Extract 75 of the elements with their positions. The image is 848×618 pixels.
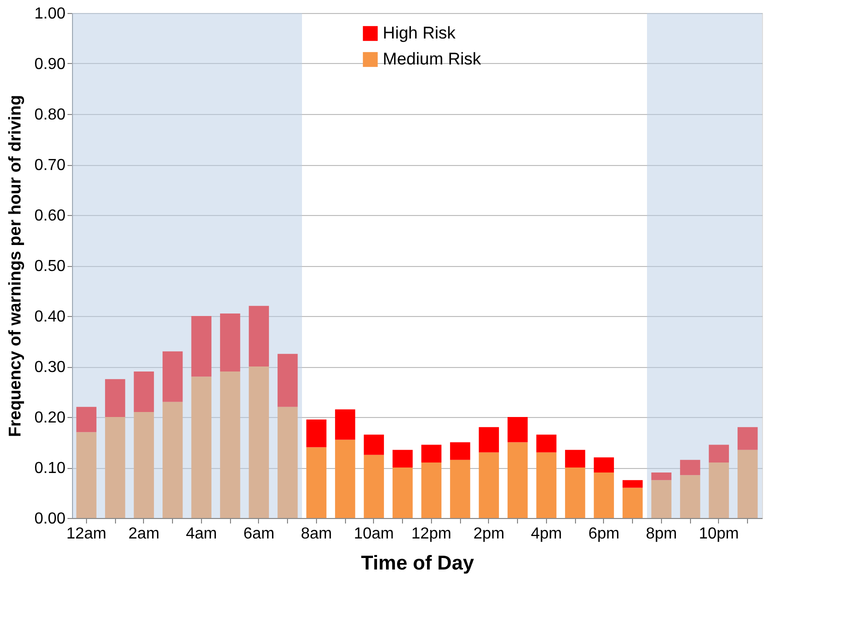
- x-tick-label: 6pm: [588, 526, 620, 542]
- bar: [708, 444, 729, 462]
- bar: [278, 354, 298, 407]
- x-tick-label: 6am: [243, 526, 274, 542]
- bar: [364, 454, 384, 518]
- bar: [565, 468, 586, 518]
- bar: [220, 372, 240, 518]
- bar: [105, 379, 126, 417]
- bar: [594, 457, 614, 473]
- bar: [248, 306, 269, 366]
- bar: [335, 440, 356, 518]
- legend-label: High Risk: [382, 24, 456, 42]
- x-tick-label: 12am: [66, 526, 106, 542]
- y-tick-label: 0.30: [34, 359, 66, 376]
- y-tick-label: 0.70: [34, 157, 66, 174]
- x-tick-label: 2pm: [473, 526, 504, 542]
- bar: [76, 432, 96, 518]
- x-tick-label: 8pm: [646, 526, 677, 542]
- bar: [421, 444, 442, 462]
- y-tick-label: 0.00: [34, 510, 66, 528]
- bar: [278, 406, 298, 518]
- bar: [622, 488, 643, 518]
- bar: [335, 409, 356, 440]
- bar: [392, 450, 413, 468]
- bar: [421, 462, 442, 518]
- bar: [191, 376, 212, 518]
- bar: [364, 434, 384, 455]
- y-tick-label: 0.20: [34, 410, 66, 426]
- bar: [738, 427, 758, 450]
- y-axis-title: Frequency of warnings per hour of driving: [5, 95, 24, 437]
- y-tick-label: 1.00: [34, 6, 66, 22]
- bar: [450, 442, 470, 460]
- bar: [220, 313, 240, 372]
- bar: [680, 460, 700, 476]
- bar: [536, 434, 556, 452]
- bar: [565, 450, 586, 468]
- bar: [248, 366, 269, 518]
- bar: [478, 427, 499, 452]
- bar: [594, 472, 614, 518]
- x-tick-label: 4am: [186, 526, 217, 542]
- bar: [162, 402, 183, 518]
- bar: [651, 480, 672, 518]
- bar: [134, 412, 154, 518]
- bar: [306, 420, 326, 448]
- bar: [536, 452, 556, 518]
- bar: [306, 447, 326, 518]
- legend-label: Medium Risk: [382, 50, 482, 68]
- y-tick-label: 0.90: [34, 56, 66, 73]
- y-tick-label: 0.80: [34, 106, 66, 124]
- bar: [622, 480, 643, 488]
- x-tick-label: 2am: [128, 526, 160, 542]
- bar: [191, 316, 212, 377]
- bar: [134, 372, 154, 412]
- x-axis-title: Time of Day: [361, 552, 475, 574]
- bar: [392, 468, 413, 518]
- y-tick-label: 0.60: [34, 208, 66, 224]
- bar: [738, 450, 758, 518]
- x-tick-label: 12pm: [411, 526, 452, 542]
- bar: [651, 472, 672, 480]
- bar: [450, 460, 470, 518]
- bar: [105, 417, 126, 518]
- bar: [478, 452, 499, 518]
- x-tick-label: 4pm: [530, 526, 562, 542]
- bar: [680, 475, 700, 518]
- bar: [76, 406, 96, 432]
- y-tick-label: 0.50: [34, 258, 66, 275]
- bar: [508, 417, 528, 442]
- bar: [162, 351, 183, 402]
- x-tick-label: 10pm: [698, 526, 739, 542]
- x-tick-label: 8am: [300, 526, 332, 542]
- x-tick-label: 10am: [354, 526, 394, 542]
- y-tick-label: 0.40: [34, 308, 66, 326]
- y-tick-label: 0.10: [34, 460, 66, 477]
- bar: [508, 442, 528, 518]
- bar: [708, 462, 729, 518]
